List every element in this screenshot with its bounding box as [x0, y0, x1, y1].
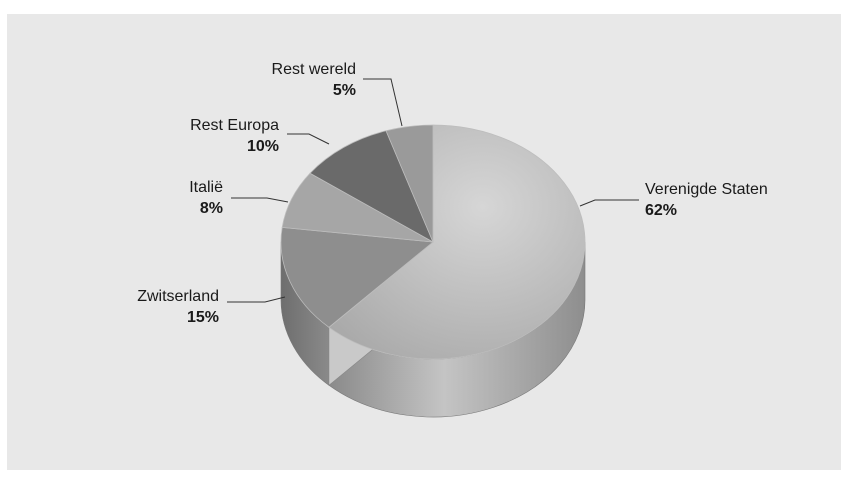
- pie-tops: [280, 124, 586, 360]
- pie-slice-verenigde-staten: [328, 124, 586, 360]
- pie-chart: Verenigde Staten 62% Zwitserland 15% Italië 8…: [137, 61, 768, 418]
- slice-value-rest-wereld: 5%: [333, 82, 356, 99]
- slice-label-rest-europa: Rest Europa: [190, 117, 279, 134]
- leader-line: [287, 133, 330, 145]
- leader-lines: [227, 78, 639, 303]
- pie-slice-rest-wereld: [385, 124, 434, 243]
- slice-label-zwitserland: Zwitserland: [137, 288, 219, 305]
- slice-value-rest-europa: 10%: [247, 138, 279, 155]
- chart-panel: Verenigde Staten 62% Zwitserland 15% Italië 8…: [7, 14, 841, 470]
- leader-line: [231, 197, 289, 203]
- slice-labels: Verenigde Staten 62% Zwitserland 15% Italië 8…: [137, 61, 768, 326]
- slice-value-verenigde-staten: 62%: [645, 202, 677, 219]
- leader-line: [363, 78, 403, 127]
- slice-label-verenigde-staten: Verenigde Staten: [645, 181, 768, 198]
- slice-value-zwitserland: 15%: [187, 309, 219, 326]
- slice-label-itali-: Italië: [189, 179, 223, 196]
- leader-line: [227, 296, 286, 303]
- slice-label-rest-wereld: Rest wereld: [272, 61, 356, 78]
- pie-slice-zwitserland: [280, 226, 435, 328]
- slice-value-itali-: 8%: [200, 200, 223, 217]
- pie-slice-rest-europa: [309, 130, 434, 243]
- leader-line: [579, 199, 639, 207]
